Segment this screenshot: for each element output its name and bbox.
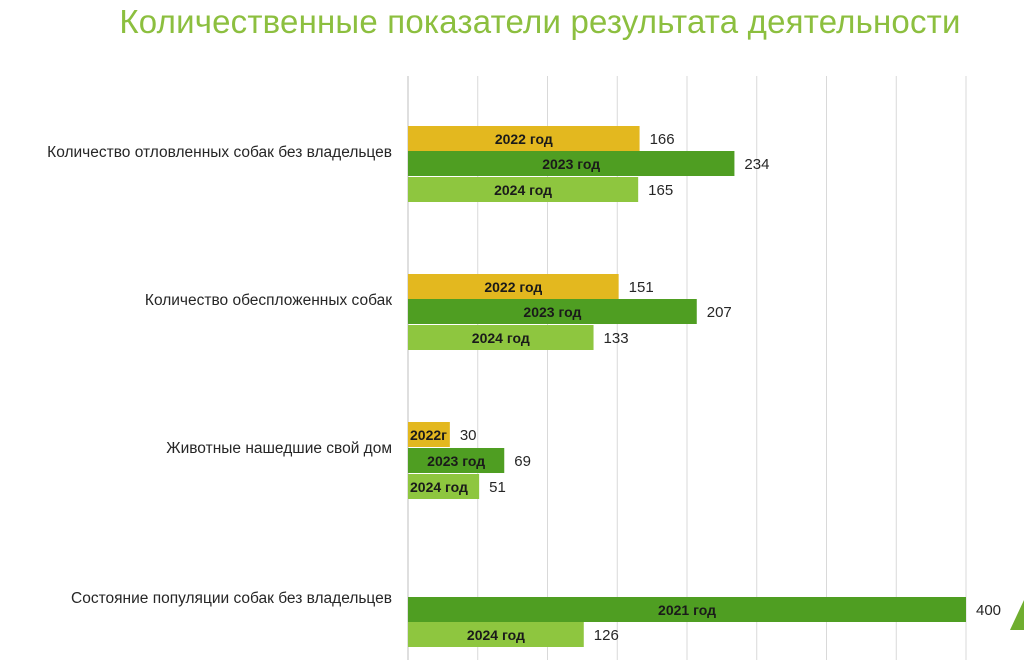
bar <box>408 474 480 499</box>
bar-series-label: 2024 год <box>410 479 468 495</box>
category-label: Состояние популяции собак без владельцев <box>71 590 392 607</box>
data-label: 234 <box>744 156 769 173</box>
bar <box>408 622 584 647</box>
category-label: Количество отловленных собак без владель… <box>47 144 392 161</box>
bar-series-label: 2021 год <box>658 602 716 618</box>
bar <box>408 274 619 299</box>
bar <box>408 177 639 202</box>
bar-series-label: 2024 год <box>472 330 530 346</box>
bar-series-label: 2022 год <box>484 279 542 295</box>
data-label: 151 <box>629 279 654 296</box>
bar <box>408 448 505 473</box>
category-label: Количество обеспложенных собак <box>145 292 392 309</box>
bar <box>408 325 594 350</box>
data-label: 69 <box>514 453 531 470</box>
bar-series-label: 2023 год <box>523 304 581 320</box>
chart-title: Количественные показатели результата дея… <box>119 3 961 40</box>
bar-series-label: 2024 год <box>494 182 552 198</box>
bar-series-label: 2022г <box>410 427 447 443</box>
data-label: 126 <box>594 627 619 644</box>
data-label: 166 <box>650 131 675 148</box>
bar-series-label: 2024 год <box>467 627 525 643</box>
bar <box>408 126 640 151</box>
category-label: Животные нашедшие свой дом <box>166 440 392 457</box>
bar <box>408 597 966 622</box>
data-label: 30 <box>460 427 477 444</box>
bar-series-label: 2022 год <box>495 131 553 147</box>
data-label: 133 <box>604 330 629 347</box>
bar <box>408 151 735 176</box>
corner-decoration <box>1010 600 1024 630</box>
data-label: 400 <box>976 602 1001 619</box>
bar <box>408 422 450 447</box>
data-label: 51 <box>489 479 506 496</box>
bar <box>408 299 697 324</box>
data-label: 165 <box>648 182 673 199</box>
bar-series-label: 2023 год <box>427 453 485 469</box>
data-label: 207 <box>707 304 732 321</box>
bar-series-label: 2023 год <box>542 156 600 172</box>
